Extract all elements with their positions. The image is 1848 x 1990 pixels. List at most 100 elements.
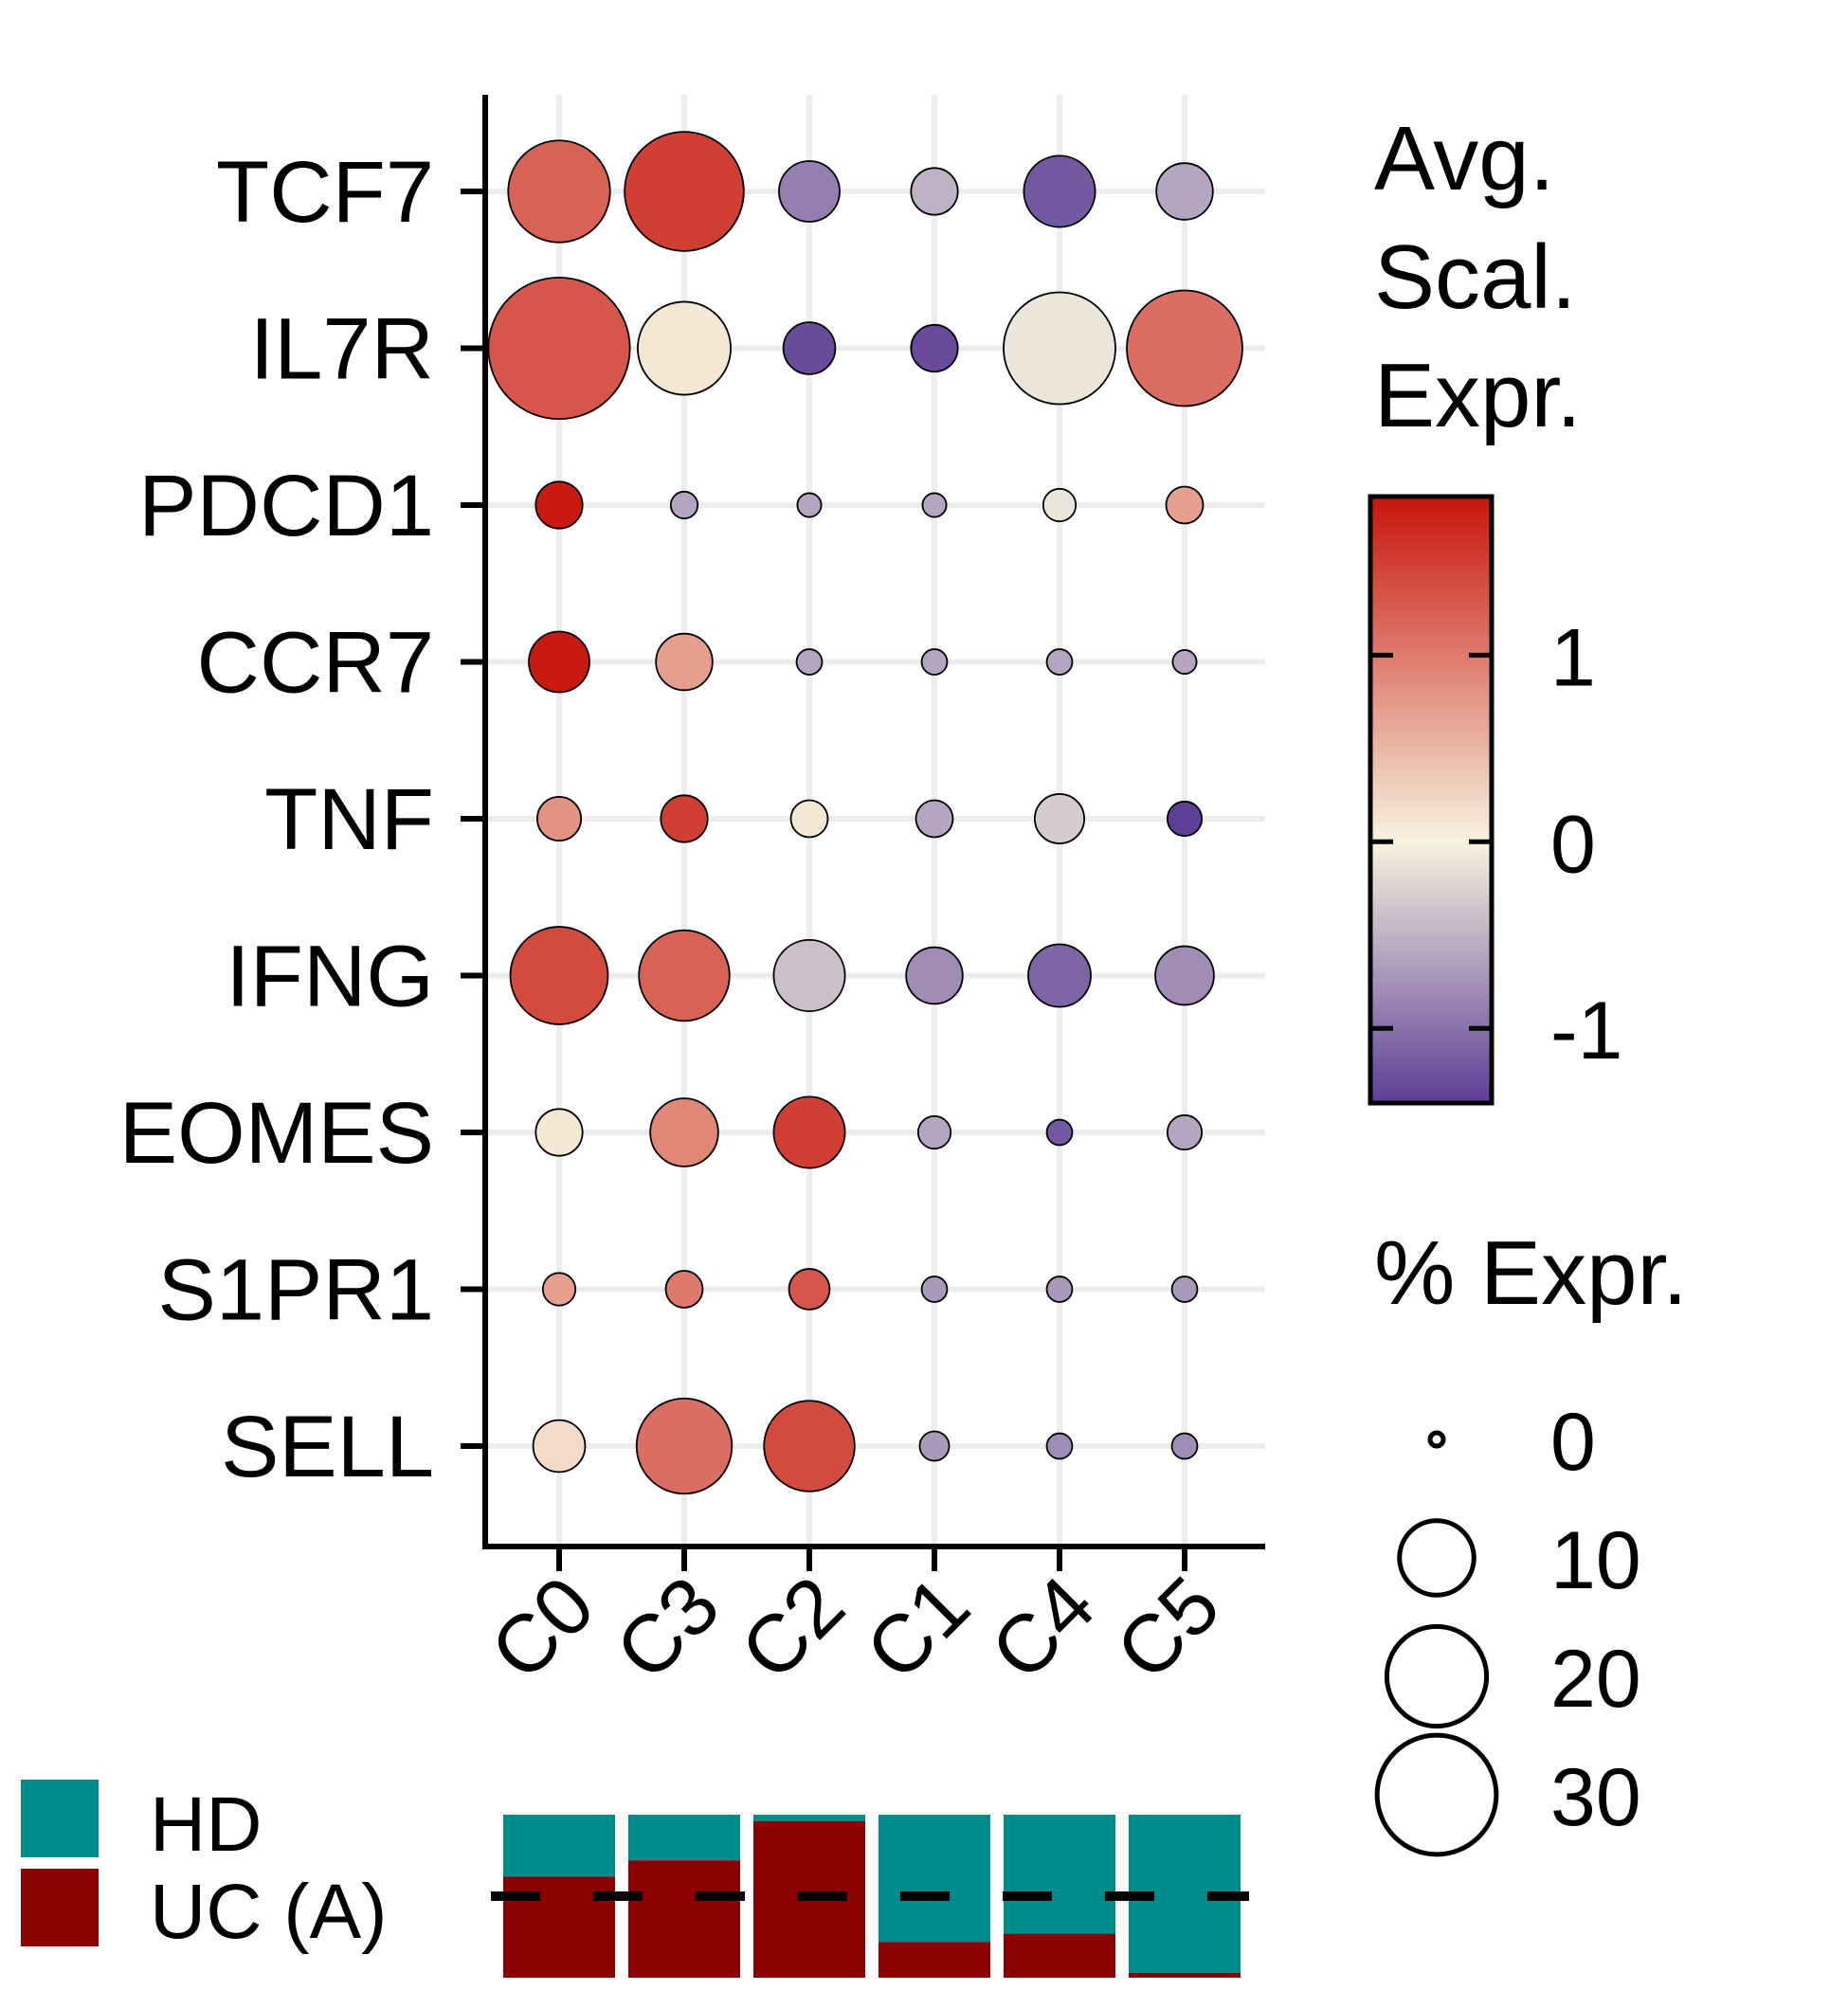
- gene-label: S1PR1: [158, 1242, 435, 1339]
- dot-marker: [1003, 291, 1116, 406]
- dot-marker: [788, 1268, 831, 1311]
- dot-marker: [535, 795, 583, 842]
- colorbar-tick-label: 0: [1550, 799, 1596, 890]
- cluster-label: C3: [599, 1560, 737, 1698]
- dot-marker: [795, 648, 824, 676]
- dot-marker: [637, 300, 732, 396]
- dot-marker: [1155, 162, 1214, 221]
- cluster-label: C0: [474, 1560, 612, 1698]
- hd-label: HD: [150, 1782, 262, 1868]
- hd-swatch: [21, 1780, 99, 1857]
- size-legend-label: 30: [1550, 1752, 1641, 1843]
- gene-labels: TCF7 IL7R PDCD1 CCR7 TNF IFNG EOMES S1PR1 SELL: [119, 144, 434, 1495]
- dot-marker: [1045, 1432, 1074, 1460]
- gene-label: IL7R: [250, 301, 434, 398]
- gene-label: PDCD1: [138, 458, 434, 554]
- gene-label: EOMES: [119, 1085, 434, 1182]
- color-legend-title-line: Expr.: [1374, 345, 1582, 446]
- dot-marker: [1027, 943, 1092, 1008]
- dot-marker: [1126, 289, 1243, 407]
- dot-marker: [1166, 1113, 1204, 1151]
- cluster-label: C4: [974, 1560, 1113, 1698]
- dot-marker: [772, 1095, 846, 1169]
- group-legend: HD UC (A): [21, 1780, 388, 1955]
- dot-marker: [1166, 800, 1204, 838]
- uc-label: UC (A): [150, 1869, 388, 1955]
- dot-marker: [1045, 648, 1074, 676]
- dot-marker: [763, 1400, 856, 1492]
- dot-marker: [534, 1108, 584, 1157]
- composition-bar-hd: [503, 1815, 615, 1877]
- gene-label: IFNG: [226, 929, 434, 1025]
- dot-marker: [905, 946, 964, 1005]
- size-legend: % Expr. 0 10 20 30: [1374, 1222, 1688, 1857]
- size-legend-circle: [1427, 1430, 1446, 1449]
- dot-marker: [920, 648, 949, 676]
- dot-marker: [1023, 154, 1096, 228]
- composition-bar-uc: [1129, 1972, 1241, 1978]
- dot-marker: [782, 321, 837, 375]
- dot-marker: [660, 794, 709, 843]
- dot-marker: [534, 480, 584, 530]
- colorbar-tick-label: 1: [1550, 612, 1596, 703]
- composition-bar-hd: [628, 1815, 740, 1861]
- dot-marker: [1034, 793, 1085, 844]
- uc-swatch: [21, 1869, 99, 1946]
- dot-marker: [920, 1275, 949, 1303]
- size-legend-label: 0: [1550, 1397, 1596, 1488]
- color-legend-title-line: Scal.: [1374, 226, 1576, 328]
- dot-marker: [1045, 1275, 1074, 1303]
- size-legend-label: 10: [1550, 1515, 1641, 1606]
- dot-marker: [789, 799, 829, 839]
- dot-marker: [778, 160, 841, 223]
- cluster-label: C5: [1099, 1560, 1238, 1698]
- dot-marker: [921, 492, 948, 518]
- dot-marker: [532, 1419, 587, 1474]
- dot-marker: [664, 1270, 704, 1309]
- size-legend-circle: [1397, 1518, 1477, 1598]
- dot-layer: [487, 131, 1243, 1495]
- dot-marker: [1170, 1432, 1199, 1460]
- size-legend-title: % Expr.: [1374, 1222, 1688, 1324]
- dot-marker: [918, 1430, 951, 1462]
- dot-marker: [649, 1097, 719, 1167]
- dot-marker: [669, 490, 699, 520]
- dot-marker: [507, 139, 611, 244]
- size-legend-circle: [1384, 1623, 1490, 1729]
- colorbar-tick-label: -1: [1550, 986, 1622, 1076]
- cluster-label: C1: [849, 1560, 987, 1698]
- size-legend-items: 0 10 20 30: [1374, 1397, 1641, 1857]
- gene-label: CCR7: [197, 615, 434, 712]
- dot-marker: [1045, 1118, 1074, 1147]
- dot-marker: [1170, 1275, 1199, 1303]
- colorbar: [1368, 494, 1495, 1106]
- dot-marker: [528, 630, 590, 694]
- dot-marker: [635, 1397, 734, 1495]
- dot-marker: [910, 167, 959, 216]
- cluster-label: C2: [724, 1560, 862, 1698]
- color-legend-title: Avg. Scal. Expr.: [1374, 108, 1602, 446]
- dot-marker: [509, 926, 609, 1025]
- dot-marker: [796, 492, 823, 518]
- dot-marker: [624, 131, 745, 252]
- dot-marker: [1154, 945, 1215, 1006]
- dot-marker: [1042, 487, 1078, 523]
- composition-bar-hd: [879, 1815, 990, 1943]
- dot-marker: [916, 1114, 952, 1150]
- dot-marker: [487, 276, 631, 421]
- composition-bar-hd: [753, 1815, 865, 1821]
- dot-marker: [915, 799, 954, 839]
- dot-marker: [655, 632, 714, 692]
- composition-bars: [491, 1815, 1249, 1978]
- colorbar-ticks: 1 0 -1: [1370, 612, 1622, 1076]
- gene-label: TNF: [264, 771, 434, 868]
- composition-bar-uc: [628, 1860, 740, 1978]
- dot-marker: [910, 323, 959, 373]
- dot-marker: [1165, 485, 1205, 525]
- dot-marker: [638, 929, 731, 1022]
- dot-marker: [541, 1272, 577, 1307]
- composition-bar-uc: [1004, 1933, 1115, 1978]
- composition-bar-uc: [879, 1942, 990, 1978]
- gene-label: TCF7: [216, 144, 434, 241]
